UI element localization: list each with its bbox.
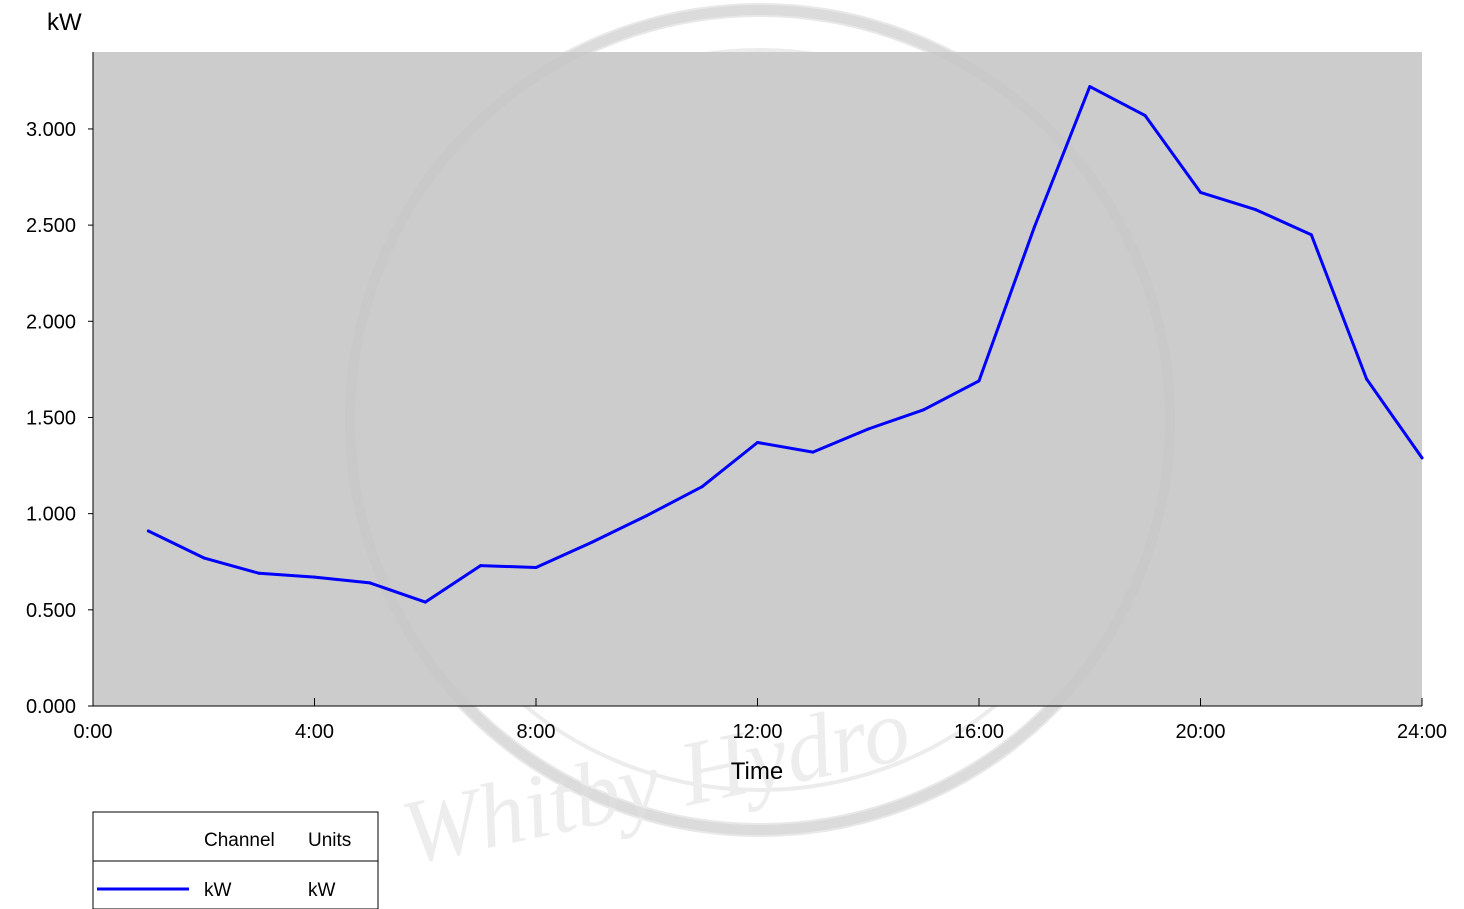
watermark-ring-overlay — [345, 5, 1175, 835]
data-point — [423, 600, 427, 604]
legend-entry-units: kW — [308, 880, 336, 901]
data-point — [534, 566, 538, 569]
legend: Channel Units kW kW — [92, 811, 379, 909]
x-tick-label: 12:00 — [732, 721, 782, 743]
series-layer — [146, 85, 1424, 604]
y-tick-label: 2.000 — [26, 311, 76, 333]
legend-header-units: Units — [308, 830, 351, 851]
data-point — [257, 571, 261, 575]
data-point — [202, 556, 206, 560]
data-point — [146, 529, 150, 533]
data-point — [368, 581, 372, 585]
data-point — [313, 575, 316, 579]
data-point — [645, 514, 649, 518]
data-point — [1309, 233, 1313, 237]
series-line-0 — [146, 85, 1424, 604]
y-tick-label: 1.000 — [26, 504, 76, 526]
data-point — [1420, 456, 1424, 460]
x-tick-label: 16:00 — [954, 721, 1004, 743]
y-tick-label: 0.000 — [26, 696, 76, 718]
y-tick-label: 0.500 — [26, 600, 76, 622]
legend-entry-channel: kW — [204, 880, 232, 901]
x-tick-label: 4:00 — [295, 721, 334, 743]
data-point — [1088, 85, 1092, 89]
x-tick-label: 24:00 — [1397, 721, 1447, 743]
data-point — [811, 450, 815, 454]
watermark-overlay — [345, 5, 1175, 835]
y-axis-title: kW — [47, 9, 82, 36]
x-tick-label: 8:00 — [517, 721, 556, 743]
data-point — [1254, 208, 1258, 212]
y-tick-label: 1.500 — [26, 407, 76, 429]
data-point — [700, 485, 704, 489]
data-point — [866, 427, 870, 431]
data-point — [1199, 190, 1202, 194]
data-point — [479, 564, 483, 568]
legend-header-channel: Channel — [204, 830, 275, 851]
data-point — [1143, 114, 1147, 117]
x-tick-label: 20:00 — [1175, 721, 1225, 743]
y-tick-label: 3.000 — [26, 119, 76, 141]
data-point — [922, 408, 926, 412]
x-ticks: 0:00 4:00 8:00 12:00 16:00 20:00 24:00 — [74, 698, 1447, 743]
data-point — [589, 541, 593, 544]
data-point — [977, 379, 981, 383]
data-point — [1365, 377, 1369, 381]
plot-area — [93, 52, 1422, 706]
data-point — [756, 441, 759, 444]
data-point — [1032, 225, 1036, 229]
y-tick-label: 2.500 — [26, 215, 76, 237]
x-tick-label: 0:00 — [74, 721, 113, 743]
x-axis-title: Time — [731, 758, 783, 785]
y-ticks: 0.000 0.500 1.000 1.500 2.000 2.500 3.000 — [26, 119, 93, 718]
